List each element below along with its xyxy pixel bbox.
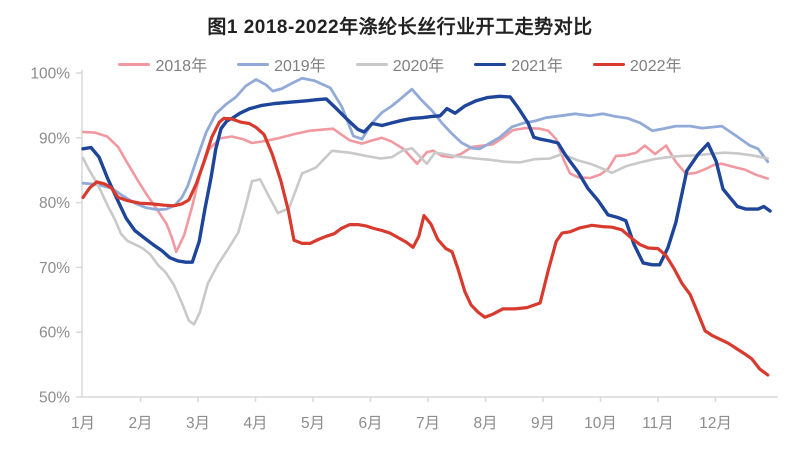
y-axis-tick-label: 80%: [39, 195, 70, 212]
legend-item-2022年: 2022年: [592, 52, 682, 76]
x-axis-month-label: 3月: [186, 415, 210, 432]
y-axis-tick-label: 60%: [39, 325, 70, 342]
series-line-2020年: [81, 146, 770, 326]
legend-item-2020年: 2020年: [355, 52, 445, 76]
x-axis-month-label: 5月: [301, 415, 325, 432]
chart-title: 图1 2018-2022年涤纶长丝行业开工走势对比: [207, 17, 593, 38]
legend-line-swatch: [237, 62, 270, 66]
legend-label: 2021年: [511, 58, 563, 75]
y-axis-tick-label: 90%: [39, 130, 70, 147]
x-axis-month-label: 9月: [531, 415, 555, 432]
x-axis-month-label: 1月: [71, 415, 95, 432]
legend-label: 2018年: [155, 58, 208, 75]
y-axis-tick-label: 50%: [39, 390, 70, 407]
series-line-2019年: [81, 76, 770, 212]
legend-item-2018年: 2018年: [118, 52, 207, 76]
x-axis-month-label: 7月: [416, 415, 440, 432]
x-axis-month-label: 4月: [243, 415, 267, 432]
y-axis-tick-label: 70%: [39, 260, 70, 277]
legend-label: 2022年: [629, 58, 682, 75]
legend-item-2019年: 2019年: [237, 52, 326, 76]
legend-label: 2019年: [274, 58, 326, 75]
x-axis-month-label: 6月: [358, 415, 382, 432]
x-axis-month-label: 2月: [128, 415, 152, 432]
series-line-2022年: [81, 116, 770, 377]
series-line-2018年: [81, 126, 770, 254]
x-axis-month-label: 12月: [699, 415, 732, 432]
legend-item-2021年: 2021年: [474, 52, 563, 76]
legend-line-swatch: [118, 62, 151, 66]
legend-line-swatch: [355, 62, 388, 66]
x-axis-month-label: 10月: [584, 415, 617, 432]
legend-line-swatch: [474, 62, 507, 66]
legend-line-swatch: [592, 62, 625, 66]
x-axis-month-label: 11月: [642, 415, 674, 432]
legend-label: 2020年: [392, 58, 445, 75]
series-line-2021年: [81, 94, 772, 267]
chart-legend: 2018年 2019年 2020年 2021年 2022年: [0, 52, 800, 76]
x-axis-month-label: 8月: [473, 415, 497, 432]
y-axis-tick-label: 100%: [30, 66, 70, 83]
